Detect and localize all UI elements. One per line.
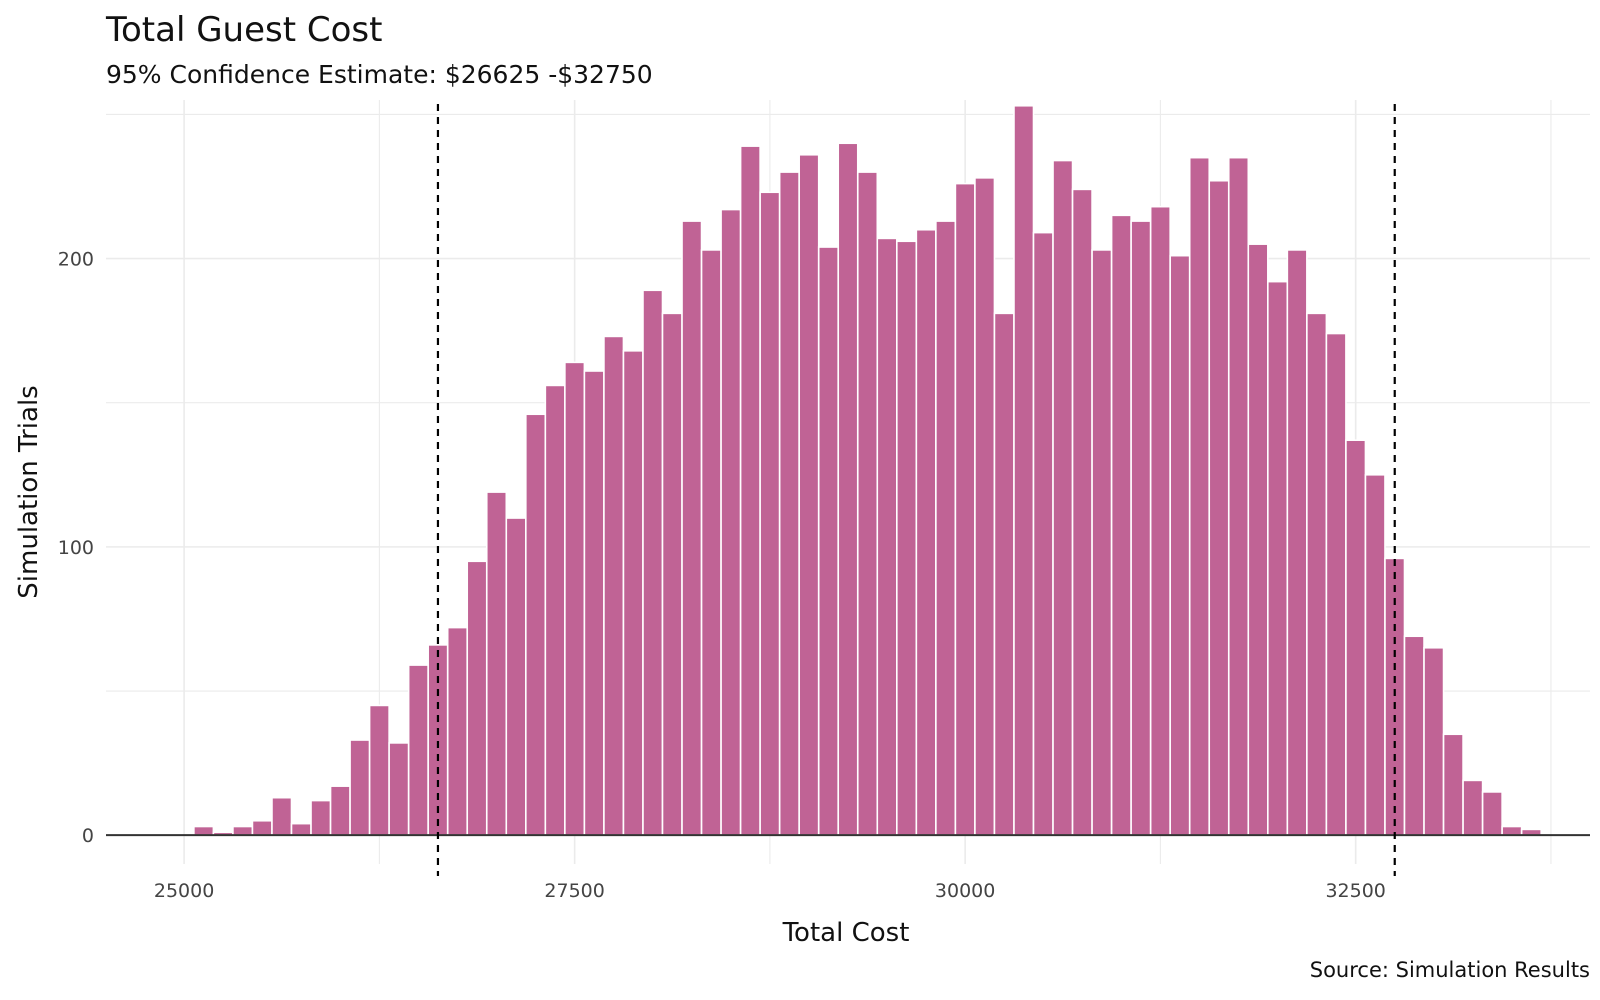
- histogram-bar: [700, 249, 722, 836]
- histogram-bar: [1032, 231, 1054, 836]
- histogram-bar: [915, 228, 937, 836]
- histogram-bar: [1091, 249, 1113, 836]
- x-tick-label: 25000: [154, 880, 214, 902]
- y-axis-title: Simulation Trials: [14, 385, 44, 598]
- histogram-bar: [388, 742, 410, 836]
- histogram-bar: [193, 825, 215, 836]
- histogram-bar: [1052, 159, 1074, 836]
- chart-title: Total Guest Cost: [106, 10, 383, 50]
- x-axis-title: Total Cost: [782, 918, 910, 948]
- histogram-bar: [622, 350, 644, 836]
- histogram-bar: [778, 171, 800, 836]
- histogram-bar: [1442, 733, 1464, 836]
- histogram-bar: [837, 142, 859, 836]
- histogram-bar: [310, 799, 332, 836]
- histogram-bar: [290, 822, 312, 836]
- histogram-bar: [1345, 439, 1367, 836]
- histogram-bar: [896, 240, 918, 836]
- histogram-bar: [642, 289, 664, 836]
- histogram-bar: [759, 191, 781, 836]
- histogram-bar: [544, 384, 566, 836]
- histogram-bar: [485, 491, 508, 836]
- histogram-bar: [1247, 243, 1269, 836]
- histogram-bar: [505, 517, 527, 836]
- histogram-bar: [1130, 220, 1152, 836]
- histogram-bar: [349, 739, 371, 836]
- chart-subtitle: 95% Confidence Estimate: $26625 -$32750: [106, 60, 653, 89]
- histogram-bar: [798, 153, 820, 836]
- histogram-bar: [661, 312, 683, 836]
- histogram-bar: [993, 312, 1015, 836]
- histogram-bar: [974, 177, 996, 836]
- histogram-bar: [681, 220, 703, 836]
- y-axis-ticks: 0 100 200: [58, 249, 94, 848]
- histogram-bar: [1208, 179, 1230, 836]
- histogram-bar: [935, 220, 957, 836]
- histogram-bar: [1286, 249, 1308, 836]
- x-tick-label: 30000: [935, 880, 995, 902]
- histogram-bar: [1149, 205, 1171, 836]
- y-tick-label: 100: [58, 537, 94, 559]
- chart-caption: Source: Simulation Results: [1309, 958, 1590, 982]
- histogram-bar: [876, 237, 898, 836]
- histogram-bar: [232, 825, 254, 836]
- histogram-bar: [1325, 332, 1347, 836]
- histogram-bar: [1501, 825, 1523, 836]
- histogram-bar: [954, 182, 976, 836]
- histogram-bar: [603, 335, 625, 836]
- histogram-bar: [1481, 791, 1503, 836]
- x-tick-label: 32500: [1325, 880, 1385, 902]
- histogram-bar: [817, 246, 840, 836]
- histogram-bar: [1462, 779, 1484, 836]
- histogram-bar: [251, 819, 273, 836]
- histogram-bar: [720, 208, 742, 836]
- histogram-bar: [271, 796, 293, 836]
- histogram-bar: [1364, 473, 1386, 836]
- histogram-bar: [1169, 254, 1191, 836]
- histogram-bar: [407, 664, 429, 836]
- histogram-bar: [1188, 156, 1211, 836]
- histogram-bar: [856, 171, 879, 836]
- histogram-bar: [1306, 312, 1328, 836]
- histogram-bar: [564, 361, 586, 836]
- histogram-bar: [1227, 156, 1250, 836]
- histogram-bar: [1071, 188, 1093, 836]
- histogram-bar: [1267, 280, 1289, 836]
- reference-lines: [436, 104, 1396, 876]
- histogram-bar: [466, 560, 488, 836]
- histogram-bar: [1423, 646, 1445, 836]
- y-tick-label: 200: [58, 249, 94, 271]
- histogram-bar: [1013, 104, 1035, 836]
- histogram-bar: [1403, 635, 1425, 836]
- histogram-bars: [193, 104, 1542, 836]
- histogram-bar: [446, 626, 469, 836]
- histogram-bar: [329, 785, 351, 836]
- histogram-bar: [583, 370, 605, 836]
- histogram-bar: [1110, 214, 1132, 836]
- histogram-bar: [739, 145, 761, 836]
- x-tick-label: 27500: [544, 880, 604, 902]
- histogram-bar: [525, 413, 547, 836]
- x-axis-ticks: 25000 27500 30000 32500: [154, 880, 1386, 902]
- y-tick-label: 0: [82, 825, 94, 847]
- histogram-bar: [368, 704, 390, 836]
